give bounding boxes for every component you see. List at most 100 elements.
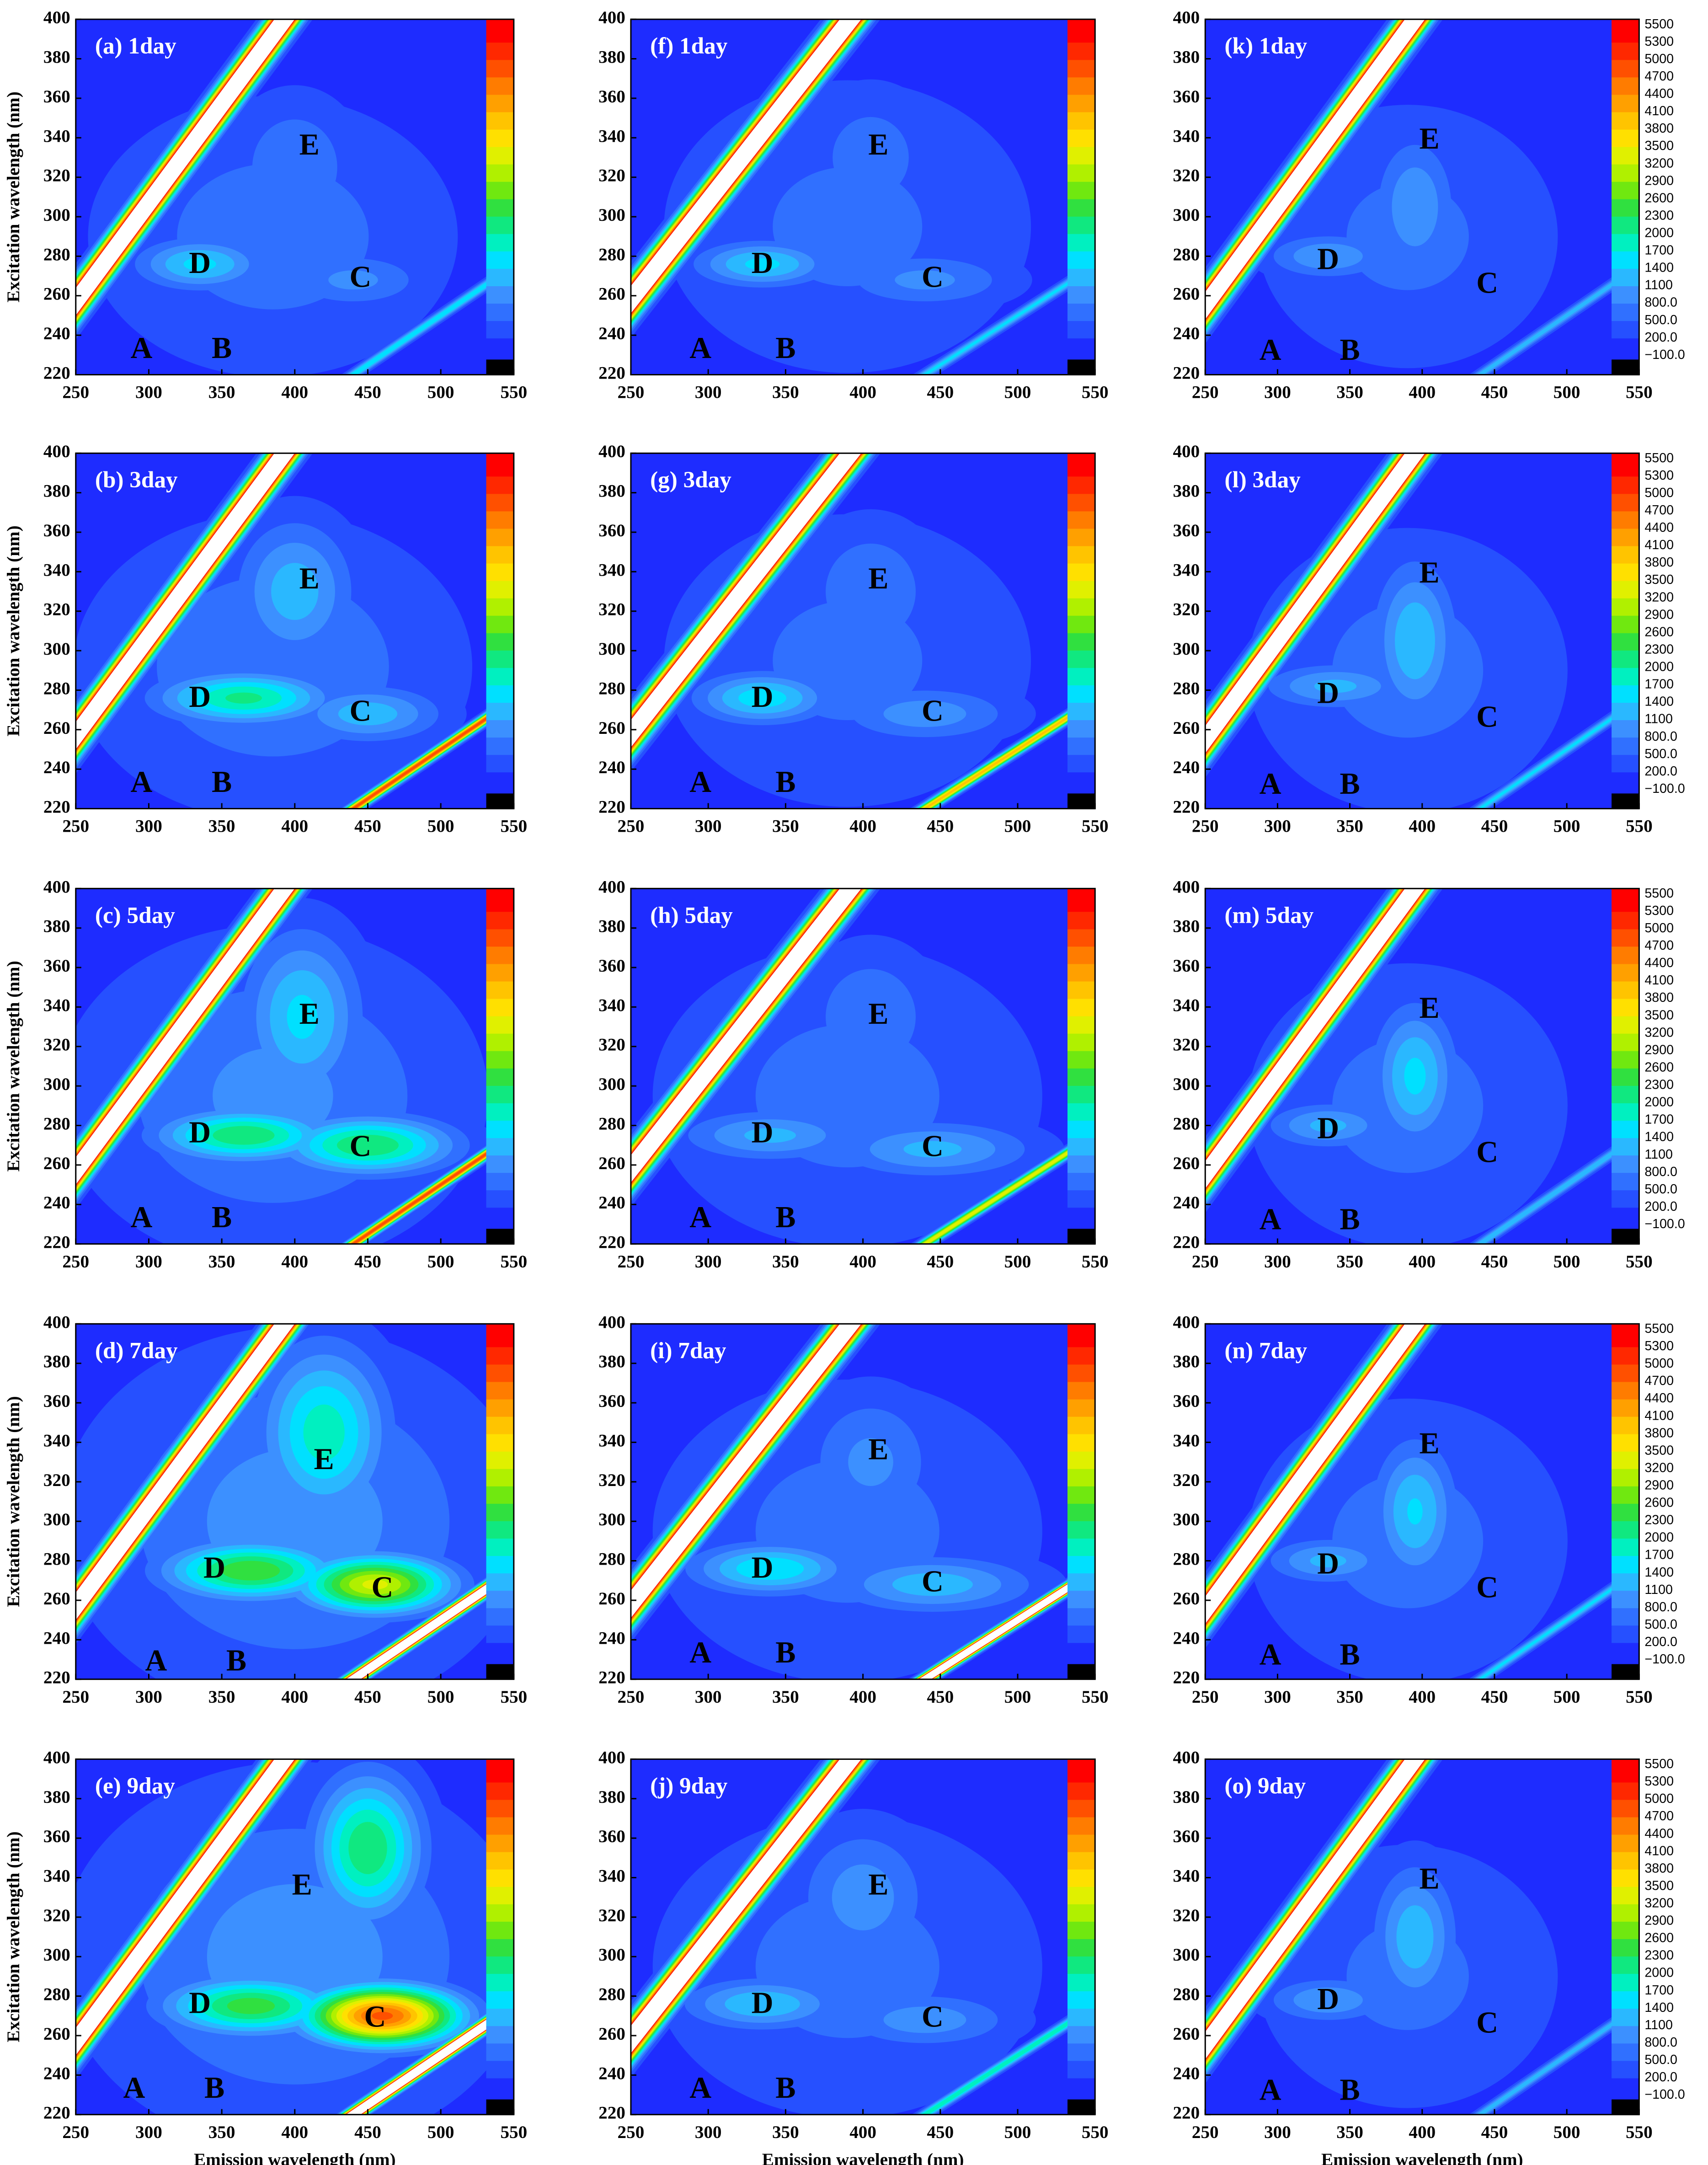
contour-band <box>252 119 337 215</box>
colorbar-label: 500.0 <box>1644 313 1677 327</box>
peak-label: C <box>371 1571 393 1604</box>
contour-band <box>1293 243 1363 269</box>
peak-label: B <box>212 765 232 799</box>
scatter-ridge <box>75 1759 296 2058</box>
contour-band <box>895 270 955 290</box>
scatter-ridge <box>75 1324 304 1632</box>
peak-label: B <box>775 1636 795 1669</box>
panel-title: (h) 5day <box>650 902 733 928</box>
x-tick-label: 300 <box>135 383 162 402</box>
colorbar-band <box>1612 1016 1639 1034</box>
x-tick-label: 550 <box>1626 1252 1653 1272</box>
y-tick-label: 400 <box>598 1748 625 1767</box>
colorbar-band <box>1612 1799 1639 1818</box>
colorbar-band <box>486 772 514 790</box>
colorbar-band <box>486 580 514 599</box>
scatter-ridge <box>630 19 867 321</box>
colorbar-band <box>1067 1381 1095 1400</box>
colorbar-band <box>1067 181 1095 199</box>
x-tick-label: 500 <box>1553 2122 1580 2142</box>
colorbar-label: 3500 <box>1644 1008 1674 1022</box>
scatter-ridge <box>630 1324 869 1627</box>
contour-band <box>892 1573 973 1596</box>
x-tick-label: 300 <box>695 1252 722 1272</box>
x-tick-label: 400 <box>281 2122 308 2142</box>
colorbar-band <box>486 1590 514 1609</box>
colorbar-band <box>486 181 514 199</box>
colorbar-band <box>486 1190 514 1208</box>
peak-label: B <box>775 765 795 799</box>
colorbar-label: 2900 <box>1644 1478 1674 1492</box>
peak-label: B <box>775 2071 795 2105</box>
y-tick-label: 320 <box>1173 1035 1200 1055</box>
colorbar-band <box>486 1608 514 1626</box>
y-tick-label: 340 <box>43 1866 70 1886</box>
y-tick-label: 300 <box>598 205 625 225</box>
scatter-ridge <box>75 1324 302 1629</box>
scatter-ridge <box>75 1324 296 1621</box>
colorbar-band <box>486 1799 514 1818</box>
scatter-ridge <box>349 697 514 809</box>
colorbar-band <box>486 1433 514 1452</box>
scatter-ridge <box>630 1324 867 1625</box>
colorbar-band <box>1612 42 1639 60</box>
y-tick-label: 280 <box>598 1114 625 1133</box>
y-tick-label: 260 <box>1173 284 1200 304</box>
colorbar-label: 2900 <box>1644 173 1674 188</box>
colorbar-band <box>1612 94 1639 112</box>
colorbar-label: 5300 <box>1644 903 1674 918</box>
scatter-ridge <box>630 1759 866 2060</box>
colorbar-band <box>1067 1759 1095 1783</box>
x-tick-label: 400 <box>849 2122 876 2142</box>
colorbar-label: 3500 <box>1644 572 1674 587</box>
x-tick-label: 450 <box>927 817 954 836</box>
y-tick-label: 360 <box>43 521 70 540</box>
y-tick-label: 280 <box>43 1114 70 1133</box>
scatter-ridge <box>1478 698 1639 809</box>
colorbar-band <box>1067 1782 1095 1800</box>
peak-label: C <box>922 1130 944 1163</box>
scatter-ridge <box>75 453 296 752</box>
scatter-ridge <box>1478 1569 1639 1679</box>
colorbar-band <box>1067 1085 1095 1103</box>
scatter-ridge <box>75 19 313 340</box>
y-tick-label: 340 <box>598 560 625 580</box>
colorbar-band <box>486 1103 514 1121</box>
colorbar-label: −100.0 <box>1644 2087 1685 2102</box>
y-tick-label: 300 <box>43 205 70 225</box>
y-axis-label: Excitation wavelength (nm) <box>4 961 23 1171</box>
contour-band <box>303 1404 345 1460</box>
colorbar-band <box>486 164 514 182</box>
scatter-ridge <box>344 1565 514 1679</box>
y-tick-label: 260 <box>43 1154 70 1173</box>
colorbar-band <box>486 754 514 773</box>
colorbar-label: 2000 <box>1644 225 1674 240</box>
scatter-ridge <box>921 698 1095 809</box>
y-tick-label: 240 <box>1173 324 1200 343</box>
colorbar-band <box>1612 1834 1639 1852</box>
y-axis-label: Excitation wavelength (nm) <box>4 525 23 736</box>
scatter-ridge <box>918 695 1095 809</box>
colorbar-band <box>1067 754 1095 773</box>
colorbar-label: 1100 <box>1644 2018 1673 2032</box>
colorbar-label: 5500 <box>1644 1757 1674 1771</box>
colorbar-band <box>1612 1207 1639 1225</box>
peak-label: C <box>1476 1135 1498 1169</box>
colorbar-label: 5000 <box>1644 921 1674 935</box>
colorbar-band <box>1067 1939 1095 1957</box>
y-tick-label: 300 <box>598 1510 625 1529</box>
scatter-ridge <box>1205 453 1440 773</box>
colorbar-band <box>1612 632 1639 651</box>
scatter-ridge <box>337 1995 514 2115</box>
x-tick-label: 450 <box>354 817 381 836</box>
scatter-ridge <box>1471 1565 1639 1679</box>
colorbar-band <box>486 77 514 95</box>
y-tick-label: 380 <box>598 1787 625 1807</box>
colorbar-band <box>1612 338 1639 356</box>
y-tick-label: 240 <box>598 1193 625 1213</box>
x-tick-label: 300 <box>1264 817 1291 836</box>
panel: 250 300 350 400 450 500 550 220 240 260 280 300 320 3… <box>4 1748 527 2165</box>
scatter-ridge <box>75 888 310 1204</box>
colorbar-label: 2600 <box>1644 191 1674 205</box>
colorbar-band <box>486 321 514 339</box>
